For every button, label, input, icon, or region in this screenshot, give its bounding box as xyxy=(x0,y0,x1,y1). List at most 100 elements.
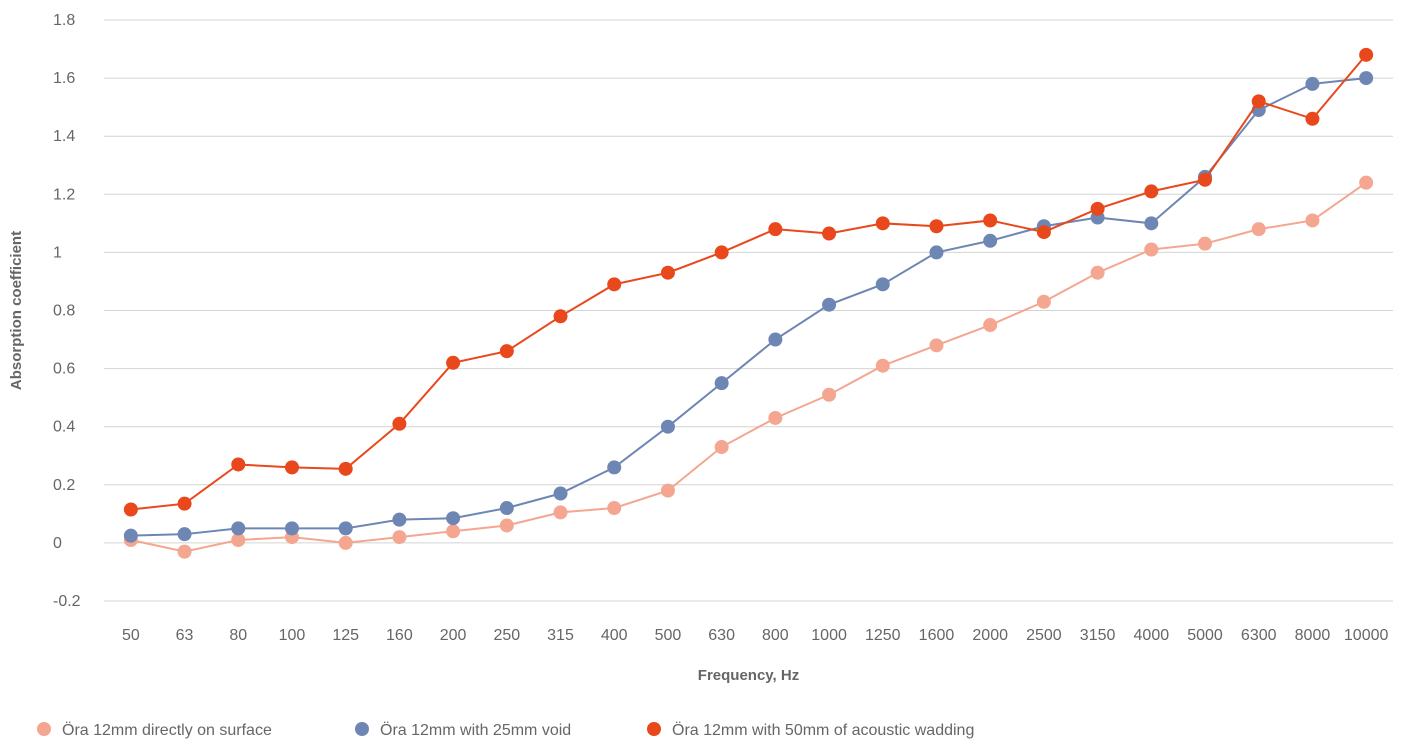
x-tick-label: 1600 xyxy=(919,627,955,644)
x-tick-label: 50 xyxy=(122,627,140,644)
data-point xyxy=(231,532,246,547)
x-tick-label: 2500 xyxy=(1026,627,1062,644)
data-point xyxy=(446,355,461,370)
y-tick-label: -0.2 xyxy=(53,593,81,610)
y-tick-label: 1.8 xyxy=(53,12,75,29)
data-point xyxy=(553,309,568,324)
legend: Öra 12mm directly on surface Öra 12mm wit… xyxy=(37,721,974,739)
data-point xyxy=(822,387,837,402)
data-point xyxy=(660,419,675,434)
y-tick-label: 0.2 xyxy=(53,477,75,494)
data-point xyxy=(284,521,299,536)
data-point xyxy=(714,440,729,455)
y-tick-label: 1.2 xyxy=(53,186,75,203)
y-tick-label: 0 xyxy=(53,535,62,552)
data-point xyxy=(660,265,675,280)
data-point xyxy=(983,233,998,248)
x-axis-title: Frequency, Hz xyxy=(698,667,799,684)
data-point xyxy=(1305,76,1320,91)
data-point xyxy=(1090,201,1105,216)
x-tick-label: 315 xyxy=(547,627,574,644)
data-point xyxy=(1144,216,1159,231)
data-point xyxy=(499,518,514,533)
data-point xyxy=(983,318,998,333)
data-point xyxy=(338,535,353,550)
data-point xyxy=(177,527,192,542)
x-tick-label: 125 xyxy=(332,627,359,644)
data-point xyxy=(392,512,407,527)
x-tick-label: 250 xyxy=(493,627,520,644)
data-point xyxy=(177,544,192,559)
data-point xyxy=(338,521,353,536)
y-tick-label: 1 xyxy=(53,244,62,261)
legend-marker xyxy=(355,722,369,736)
data-point xyxy=(553,486,568,501)
x-tick-label: 200 xyxy=(440,627,467,644)
data-point xyxy=(1359,175,1374,190)
data-point xyxy=(983,213,998,228)
y-tick-label: 0.8 xyxy=(53,303,75,320)
x-tick-label: 2000 xyxy=(972,627,1008,644)
y-tick-label: 0.6 xyxy=(53,361,75,378)
data-point xyxy=(553,505,568,520)
x-tick-label: 1000 xyxy=(811,627,847,644)
series-line xyxy=(130,77,1367,537)
x-tick-label: 4000 xyxy=(1134,627,1170,644)
series-2 xyxy=(123,71,1374,543)
data-point xyxy=(1144,242,1159,257)
data-point xyxy=(875,358,890,373)
data-point xyxy=(714,376,729,391)
y-tick-label: 1.6 xyxy=(53,70,75,87)
x-tick-label: 500 xyxy=(655,627,682,644)
x-tick-label: 80 xyxy=(229,627,247,644)
data-point xyxy=(284,460,299,475)
data-point xyxy=(660,483,675,498)
x-tick-label: 8000 xyxy=(1295,627,1331,644)
data-point xyxy=(714,245,729,260)
data-point xyxy=(446,524,461,539)
data-point xyxy=(822,297,837,312)
data-point xyxy=(1251,94,1266,109)
data-point xyxy=(392,530,407,545)
x-tick-label: 1250 xyxy=(865,627,901,644)
series-3 xyxy=(123,47,1374,517)
data-point xyxy=(929,338,944,353)
data-point xyxy=(446,511,461,526)
data-point xyxy=(123,528,138,543)
data-point xyxy=(1359,47,1374,62)
y-tick-labels: -0.2 0 0.2 0.4 0.6 0.8 1 1.2 1.4 1.6 1.8 xyxy=(53,12,81,610)
data-point xyxy=(1198,172,1213,187)
y-tick-label: 1.4 xyxy=(53,128,75,145)
data-point xyxy=(338,461,353,476)
data-point xyxy=(1251,222,1266,237)
data-point xyxy=(929,245,944,260)
data-point xyxy=(768,332,783,347)
legend-entry: Öra 12mm directly on surface xyxy=(62,721,272,739)
data-point xyxy=(499,344,514,359)
data-point xyxy=(607,460,622,475)
x-tick-label: 10000 xyxy=(1344,627,1389,644)
legend-marker xyxy=(647,722,661,736)
x-tick-label: 6300 xyxy=(1241,627,1277,644)
data-point xyxy=(1036,225,1051,240)
gridlines xyxy=(104,19,1393,602)
data-point xyxy=(1305,213,1320,228)
data-point xyxy=(499,501,514,516)
data-point xyxy=(231,457,246,472)
data-point xyxy=(177,496,192,511)
y-axis-title: Absorption coefficient xyxy=(8,231,25,390)
data-point xyxy=(875,216,890,231)
data-point xyxy=(607,501,622,516)
data-point xyxy=(1198,236,1213,251)
legend-marker xyxy=(37,722,51,736)
x-tick-label: 63 xyxy=(176,627,194,644)
data-point xyxy=(123,502,138,517)
data-point xyxy=(392,416,407,431)
x-tick-label: 400 xyxy=(601,627,628,644)
data-point xyxy=(1359,71,1374,86)
data-point xyxy=(231,521,246,536)
data-point xyxy=(875,277,890,292)
data-point xyxy=(768,222,783,237)
